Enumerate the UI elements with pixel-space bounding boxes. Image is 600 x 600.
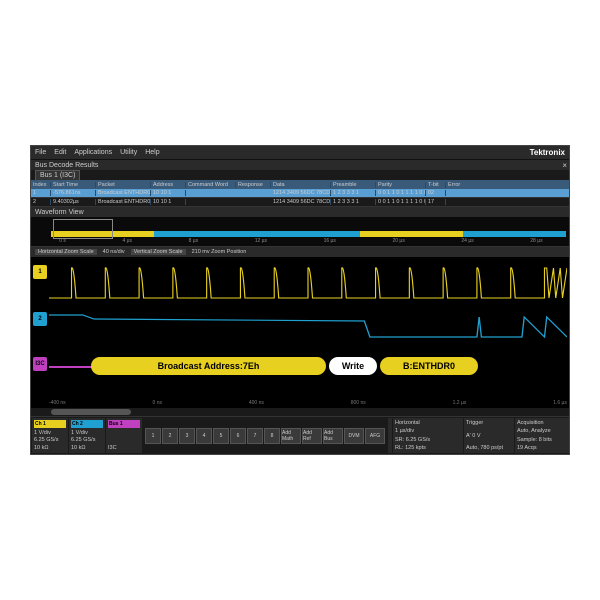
col-index[interactable]: Index: [31, 182, 51, 188]
table-row[interactable]: 1 -576.861ns Broadcast ENTHDR0 10 10 1 1…: [31, 189, 569, 198]
overview-signal: [51, 221, 566, 239]
time-axis: -400 ns0 ns400 ns800 ns1.2 µs1.6 µs: [49, 400, 567, 406]
spacer: [388, 418, 392, 453]
add-ref-button[interactable]: Add Ref: [302, 428, 322, 444]
table-header: Index Start Time Packet Address Command …: [31, 180, 569, 189]
waveform-title: Waveform View: [35, 209, 84, 216]
main-area: Bus Decode Results × Bus 1 (I3C) Index S…: [31, 160, 569, 454]
acquisition-panel[interactable]: Acquisition Auto, Analyze Sample: 8 bits…: [515, 418, 569, 453]
menu-applications[interactable]: Applications: [74, 149, 112, 156]
bus-tab[interactable]: Bus 1 (I3C): [35, 170, 80, 181]
decode-header: Bus Decode Results ×: [31, 160, 569, 170]
bus-marker[interactable]: I3C: [33, 357, 47, 371]
ch1-marker[interactable]: 1: [33, 265, 47, 279]
col-preamble[interactable]: Preamble: [331, 182, 376, 188]
afg-button[interactable]: AFG: [365, 428, 385, 444]
col-command[interactable]: Command Word: [186, 182, 236, 188]
zoom-scale-bar: Horizontal Zoom Scale 40 ns/div Vertical…: [31, 247, 569, 257]
zoom-box[interactable]: [53, 219, 113, 239]
ch1-badge[interactable]: Ch 1 1 V/div 6.25 GS/s 10 kΩ: [32, 418, 68, 453]
horizontal-panel[interactable]: Horizontal 1 µs/div SR: 6.25 GS/s RL: 12…: [393, 418, 463, 453]
table-row[interactable]: 2 9.40302µs Broadcast ENTHDR0 10 10 1 12…: [31, 198, 569, 207]
hzoom-value[interactable]: 40 ns/div: [103, 249, 125, 255]
col-response[interactable]: Response: [236, 182, 271, 188]
col-packet[interactable]: Packet: [96, 182, 151, 188]
add-tabs: 1 2 3 4 5 6 7 8 Add Math Add Ref Add Bus…: [143, 418, 387, 453]
decode-table: Index Start Time Packet Address Command …: [31, 180, 569, 207]
add-math-button[interactable]: Add Math: [281, 428, 301, 444]
tab-ch4[interactable]: 4: [196, 428, 212, 444]
bottom-panel: Ch 1 1 V/div 6.25 GS/s 10 kΩ Ch 2 1 V/di…: [31, 416, 569, 454]
add-bus-button[interactable]: Add Bus: [323, 428, 343, 444]
close-icon[interactable]: ×: [562, 161, 567, 170]
col-address[interactable]: Address: [151, 182, 186, 188]
menu-edit[interactable]: Edit: [54, 149, 66, 156]
ch2-trace: [49, 307, 567, 347]
oscilloscope-app: File Edit Applications Utility Help Tekt…: [30, 145, 570, 455]
col-error[interactable]: Error: [446, 182, 569, 188]
tab-ch7[interactable]: 7: [247, 428, 263, 444]
scrollbar-thumb[interactable]: [51, 409, 131, 415]
bus-tab-bar: Bus 1 (I3C): [31, 170, 569, 180]
content-area: Bus Decode Results × Bus 1 (I3C) Index S…: [31, 160, 569, 454]
col-data[interactable]: Data: [271, 182, 331, 188]
tab-ch8[interactable]: 8: [264, 428, 280, 444]
horizontal-scrollbar[interactable]: [31, 408, 569, 416]
waveform-header: Waveform View: [31, 207, 569, 217]
ch2-badge[interactable]: Ch 2 1 V/div 6.25 GS/s 10 kΩ: [69, 418, 105, 453]
hzoom-label: Horizontal Zoom Scale: [35, 249, 97, 255]
vzoom-label: Vertical Zoom Scale: [131, 249, 186, 255]
col-parity[interactable]: Parity: [376, 182, 426, 188]
vzoom-value[interactable]: 210 mv Zoom Position: [192, 249, 247, 255]
waveform-overview[interactable]: 0 s4 µs8 µs12 µs16 µs20 µs24 µs28 µs: [31, 217, 569, 247]
decode-address-bubble[interactable]: Broadcast Address:7Eh: [91, 357, 326, 375]
menu-utility[interactable]: Utility: [120, 149, 137, 156]
menu-file[interactable]: File: [35, 149, 46, 156]
menu-help[interactable]: Help: [145, 149, 159, 156]
col-tbit[interactable]: T-bit: [426, 182, 446, 188]
menubar: File Edit Applications Utility Help Tekt…: [31, 146, 569, 160]
tab-ch1[interactable]: 1: [145, 428, 161, 444]
ch2-marker[interactable]: 2: [33, 312, 47, 326]
tab-ch3[interactable]: 3: [179, 428, 195, 444]
col-starttime[interactable]: Start Time: [51, 182, 96, 188]
decode-rw-bubble[interactable]: Write: [329, 357, 377, 375]
dvm-button[interactable]: DVM: [344, 428, 364, 444]
tab-ch2[interactable]: 2: [162, 428, 178, 444]
brand-logo: Tektronix: [530, 148, 565, 157]
trigger-panel[interactable]: Trigger A' 0 V Auto, 780 ps/pt: [464, 418, 514, 453]
tab-ch5[interactable]: 5: [213, 428, 229, 444]
decode-cmd-bubble[interactable]: B:ENTHDR0: [380, 357, 478, 375]
bus-badge[interactable]: Bus 1 I3C: [106, 418, 142, 453]
overview-timeaxis: 0 s4 µs8 µs12 µs16 µs20 µs24 µs28 µs: [31, 238, 569, 246]
decode-title: Bus Decode Results: [35, 162, 98, 169]
waveform-display[interactable]: 1 2 I3C Broadcast Address:7Eh Write B:EN…: [31, 257, 569, 408]
ch1-trace: [49, 263, 567, 303]
tab-ch6[interactable]: 6: [230, 428, 246, 444]
